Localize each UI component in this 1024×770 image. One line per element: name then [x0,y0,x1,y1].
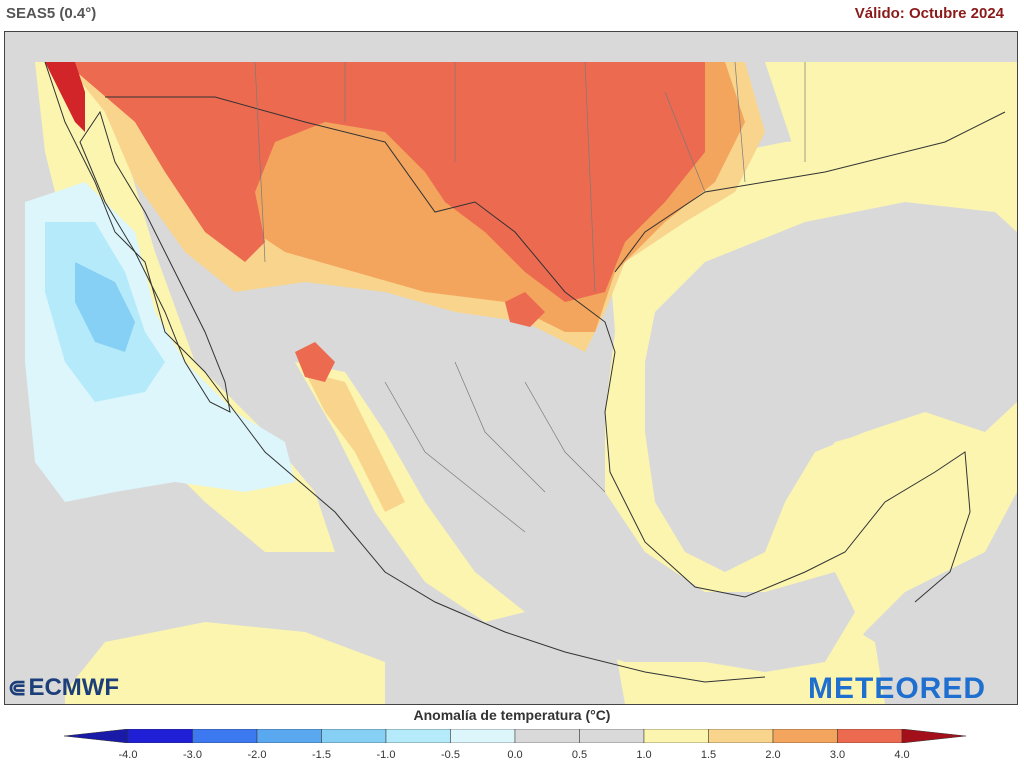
model-label: SEAS5 (0.4°) [6,5,97,22]
legend-swatch [514,729,580,743]
color-legend [64,729,966,743]
ecmwf-logo-text: ECMWF [28,674,120,701]
gulf-neutral-area [645,202,1017,572]
ecmwf-logo: ⋐ ECMWF [8,674,119,702]
legend-swatch [643,729,709,743]
ecmwf-mark-icon: ⋐ [8,675,27,700]
anomaly-map [4,31,1018,705]
legend-swatch [385,729,451,743]
texas-red-spot [505,292,545,327]
legend-swatch [450,729,516,743]
legend-tick-label: -2.0 [247,749,267,761]
legend-tick-label: 1.5 [700,749,717,761]
us-mexico-border [105,96,616,353]
legend-tick-label: -4.0 [118,749,138,761]
legend-under-triangle [64,729,129,743]
legend-tick-label: 2.0 [765,749,781,761]
north-red-zone [65,62,705,302]
meteored-logo: METEORED [808,672,987,705]
legend-swatch [772,729,838,743]
us-gulf-coastline [614,111,1006,273]
legend-bar [64,729,966,743]
legend-tick-label: -1.5 [312,749,331,761]
legend-tick-label: 1.0 [636,749,652,761]
legend-tick-labels: -4.0 -3.0 -2.0 -1.5 -1.0 -0.5 0.0 0.5 1.0 1.5 2.0 3… [0,749,1024,765]
sonora-red-spot [295,342,335,382]
coast-deep-red [45,62,85,132]
legend-swatch [256,729,322,743]
legend-tick-label: 0.0 [507,749,523,761]
legend-tick-label: -3.0 [183,749,202,761]
legend-tick-label: -0.5 [441,749,460,761]
south-pacific-warm [65,622,385,704]
gulf-coastline [604,351,971,603]
mexico-land [235,282,855,672]
florida-warm [765,62,1017,172]
legend-swatch [579,729,645,743]
baja-coastline [79,110,231,413]
state-lines [254,61,806,533]
legend-swatch [192,729,258,743]
pacific-cool-area-3 [75,262,135,352]
legend-over-triangle [901,729,966,743]
legend-swatch [321,729,387,743]
legend-title: Anomalía de temperatura (°C) [413,707,611,723]
legend-tick-label: -1.0 [376,749,396,761]
legend-tick-label: 0.5 [571,749,588,761]
legend-tick-label: 4.0 [894,749,910,761]
legend-swatch [708,729,774,743]
map-svg [5,32,1017,704]
legend-tick-label: 3.0 [829,749,846,761]
valid-date-label: Válido: Octubre 2024 [854,5,1004,22]
pacific-coastline [44,61,766,683]
legend-swatch [127,729,193,743]
legend-swatch [837,729,903,743]
mexico-west-orange [305,372,405,512]
yucatan-warm-area [785,422,975,592]
